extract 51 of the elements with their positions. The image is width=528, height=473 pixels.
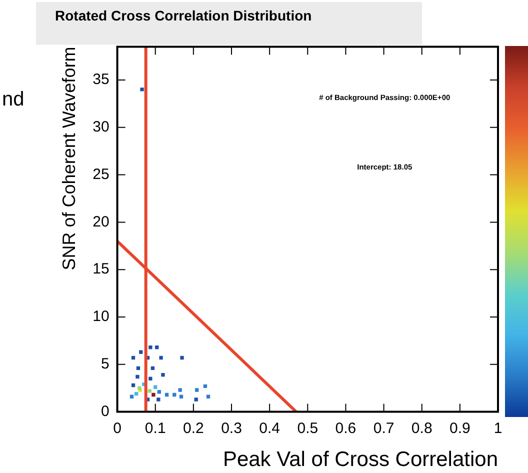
y-tick-label: 25 — [92, 166, 110, 183]
text: nd — [2, 88, 24, 111]
point — [156, 398, 160, 402]
y-tick-label: 20 — [92, 213, 110, 230]
y-tick-label: 5 — [100, 356, 110, 373]
x-tick-label: 0.1 — [144, 420, 166, 437]
point — [203, 384, 208, 388]
point — [180, 356, 184, 360]
point — [148, 389, 152, 393]
x-tick-label: 0 — [113, 420, 122, 437]
x-tick-label: 0.4 — [259, 420, 280, 437]
x-tick-label: 0.5 — [297, 420, 318, 437]
point — [150, 366, 155, 370]
point — [136, 374, 140, 379]
x-tick-label: 0.6 — [335, 420, 356, 437]
y-axis-title: SNR of Coherent Waveform — [58, 46, 79, 270]
point — [134, 392, 138, 396]
point — [148, 345, 152, 350]
point — [152, 392, 156, 397]
y-tick-label: 0 — [100, 402, 110, 420]
point — [194, 398, 198, 402]
y-tick-label: 10 — [92, 308, 110, 326]
x-tick-label: 0.7 — [373, 420, 394, 437]
x-axis-title: Peak Val of Cross Correlation — [222, 448, 498, 472]
point — [157, 390, 161, 394]
point — [139, 350, 143, 354]
point — [155, 345, 159, 350]
y-tick-label: 35 — [92, 71, 110, 88]
point — [154, 385, 158, 389]
point — [179, 394, 184, 398]
point — [195, 388, 199, 392]
chart-title: Rotated Cross Correlation Distribution — [55, 7, 312, 24]
point — [136, 366, 140, 370]
point — [131, 356, 136, 360]
point — [159, 356, 163, 360]
x-tick-label: 1 — [494, 420, 502, 437]
point — [148, 376, 152, 380]
x-tick-label: 0.8 — [411, 420, 432, 437]
point — [172, 392, 176, 397]
y-tick-label: 15 — [92, 260, 110, 278]
x-tick-label: 0.9 — [450, 420, 470, 437]
x-tick-label: 0.2 — [183, 420, 204, 437]
point — [130, 394, 134, 398]
point — [161, 372, 165, 377]
point — [164, 392, 169, 397]
point — [131, 383, 136, 388]
point — [140, 88, 144, 92]
point — [206, 394, 210, 398]
x-tick-label: 0.3 — [221, 420, 242, 437]
point — [178, 388, 182, 392]
y-tick-label: 30 — [92, 118, 110, 136]
